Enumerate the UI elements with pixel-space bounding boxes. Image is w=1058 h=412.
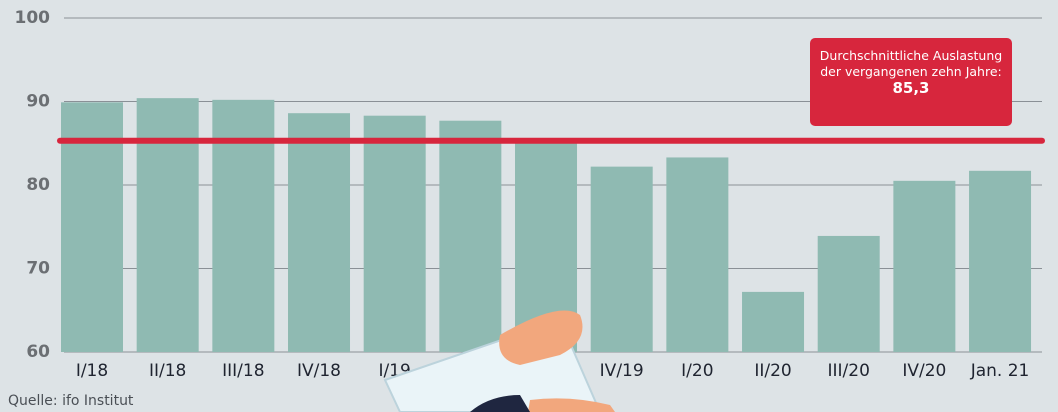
y-tick-label: 90: [26, 92, 50, 112]
hand: [499, 310, 583, 365]
bar: [666, 157, 729, 352]
y-tick-label: 100: [15, 8, 51, 28]
x-tick-label: I/18: [76, 361, 108, 381]
x-tick-label: III/18: [222, 361, 264, 381]
bar: [969, 170, 1032, 352]
x-tick-label: Jan. 21: [970, 361, 1030, 381]
hand2: [528, 398, 615, 412]
bar: [212, 99, 275, 352]
bar: [742, 291, 805, 352]
bar: [817, 235, 880, 352]
x-tick-label: IV/19: [600, 361, 644, 381]
annotation-text: Durchschnittliche Auslastung der vergang…: [819, 48, 1003, 79]
x-tick-label: II/20: [754, 361, 791, 381]
cuff: [470, 395, 530, 412]
x-tick-label: I/20: [681, 361, 713, 381]
y-tick-label: 80: [26, 175, 50, 195]
x-tick-label: III/20: [827, 361, 869, 381]
x-tick-label: IV/20: [902, 361, 946, 381]
bar: [288, 113, 351, 352]
bar: [61, 102, 123, 353]
bar: [363, 115, 426, 352]
bar: [439, 120, 502, 352]
annotation-value: 85,3: [892, 79, 930, 97]
bar: [893, 180, 956, 352]
annotation: Durchschnittliche Auslastung der vergang…: [810, 38, 1012, 126]
illustration: [383, 310, 615, 412]
source: Quelle: ifo Institut: [8, 393, 134, 409]
y-tick-label: 60: [26, 342, 50, 362]
x-tick-label: IV/18: [297, 361, 341, 381]
x-tick-label: II/18: [149, 361, 186, 381]
y-tick-label: 70: [26, 259, 50, 279]
bar: [136, 98, 199, 352]
bar: [590, 166, 653, 352]
